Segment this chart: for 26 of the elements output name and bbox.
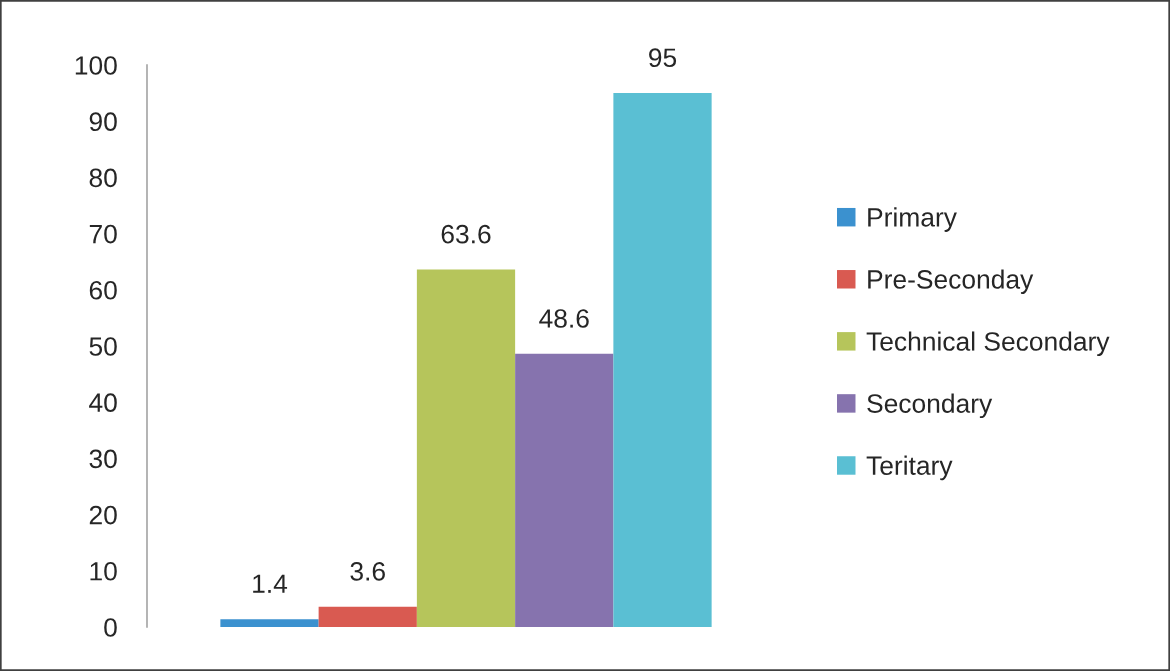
bar <box>416 269 516 627</box>
y-tick-label: 80 <box>89 168 117 188</box>
y-tick-label: 90 <box>89 112 117 132</box>
y-tick-label: 30 <box>89 449 117 469</box>
legend-label: Secondary <box>867 393 993 419</box>
data-label: 3.6 <box>350 562 385 581</box>
y-tick-label: 60 <box>89 280 117 300</box>
bar <box>515 353 614 627</box>
data-label: 63.6 <box>441 224 491 244</box>
y-tick-label: 50 <box>89 337 117 356</box>
legend-label: Pre-Seconday <box>868 269 1034 294</box>
bar <box>613 93 712 627</box>
data-label: 95 <box>649 48 677 68</box>
bar <box>220 619 319 627</box>
y-tick-label: 0 <box>104 618 117 637</box>
y-tick-label: 70 <box>89 224 117 244</box>
y-tick-label: 100 <box>75 56 117 75</box>
legend-label: Teritary <box>866 455 953 481</box>
bar <box>318 606 417 627</box>
legend-label: Primary <box>868 207 957 232</box>
y-tick-label: 10 <box>90 561 117 581</box>
y-tick-label: 20 <box>89 505 117 525</box>
data-label: 1.4 <box>253 574 288 593</box>
legend-label: Technical Secondary <box>866 331 1110 357</box>
y-tick-label: 40 <box>89 393 117 413</box>
data-label: 48.6 <box>539 309 589 328</box>
